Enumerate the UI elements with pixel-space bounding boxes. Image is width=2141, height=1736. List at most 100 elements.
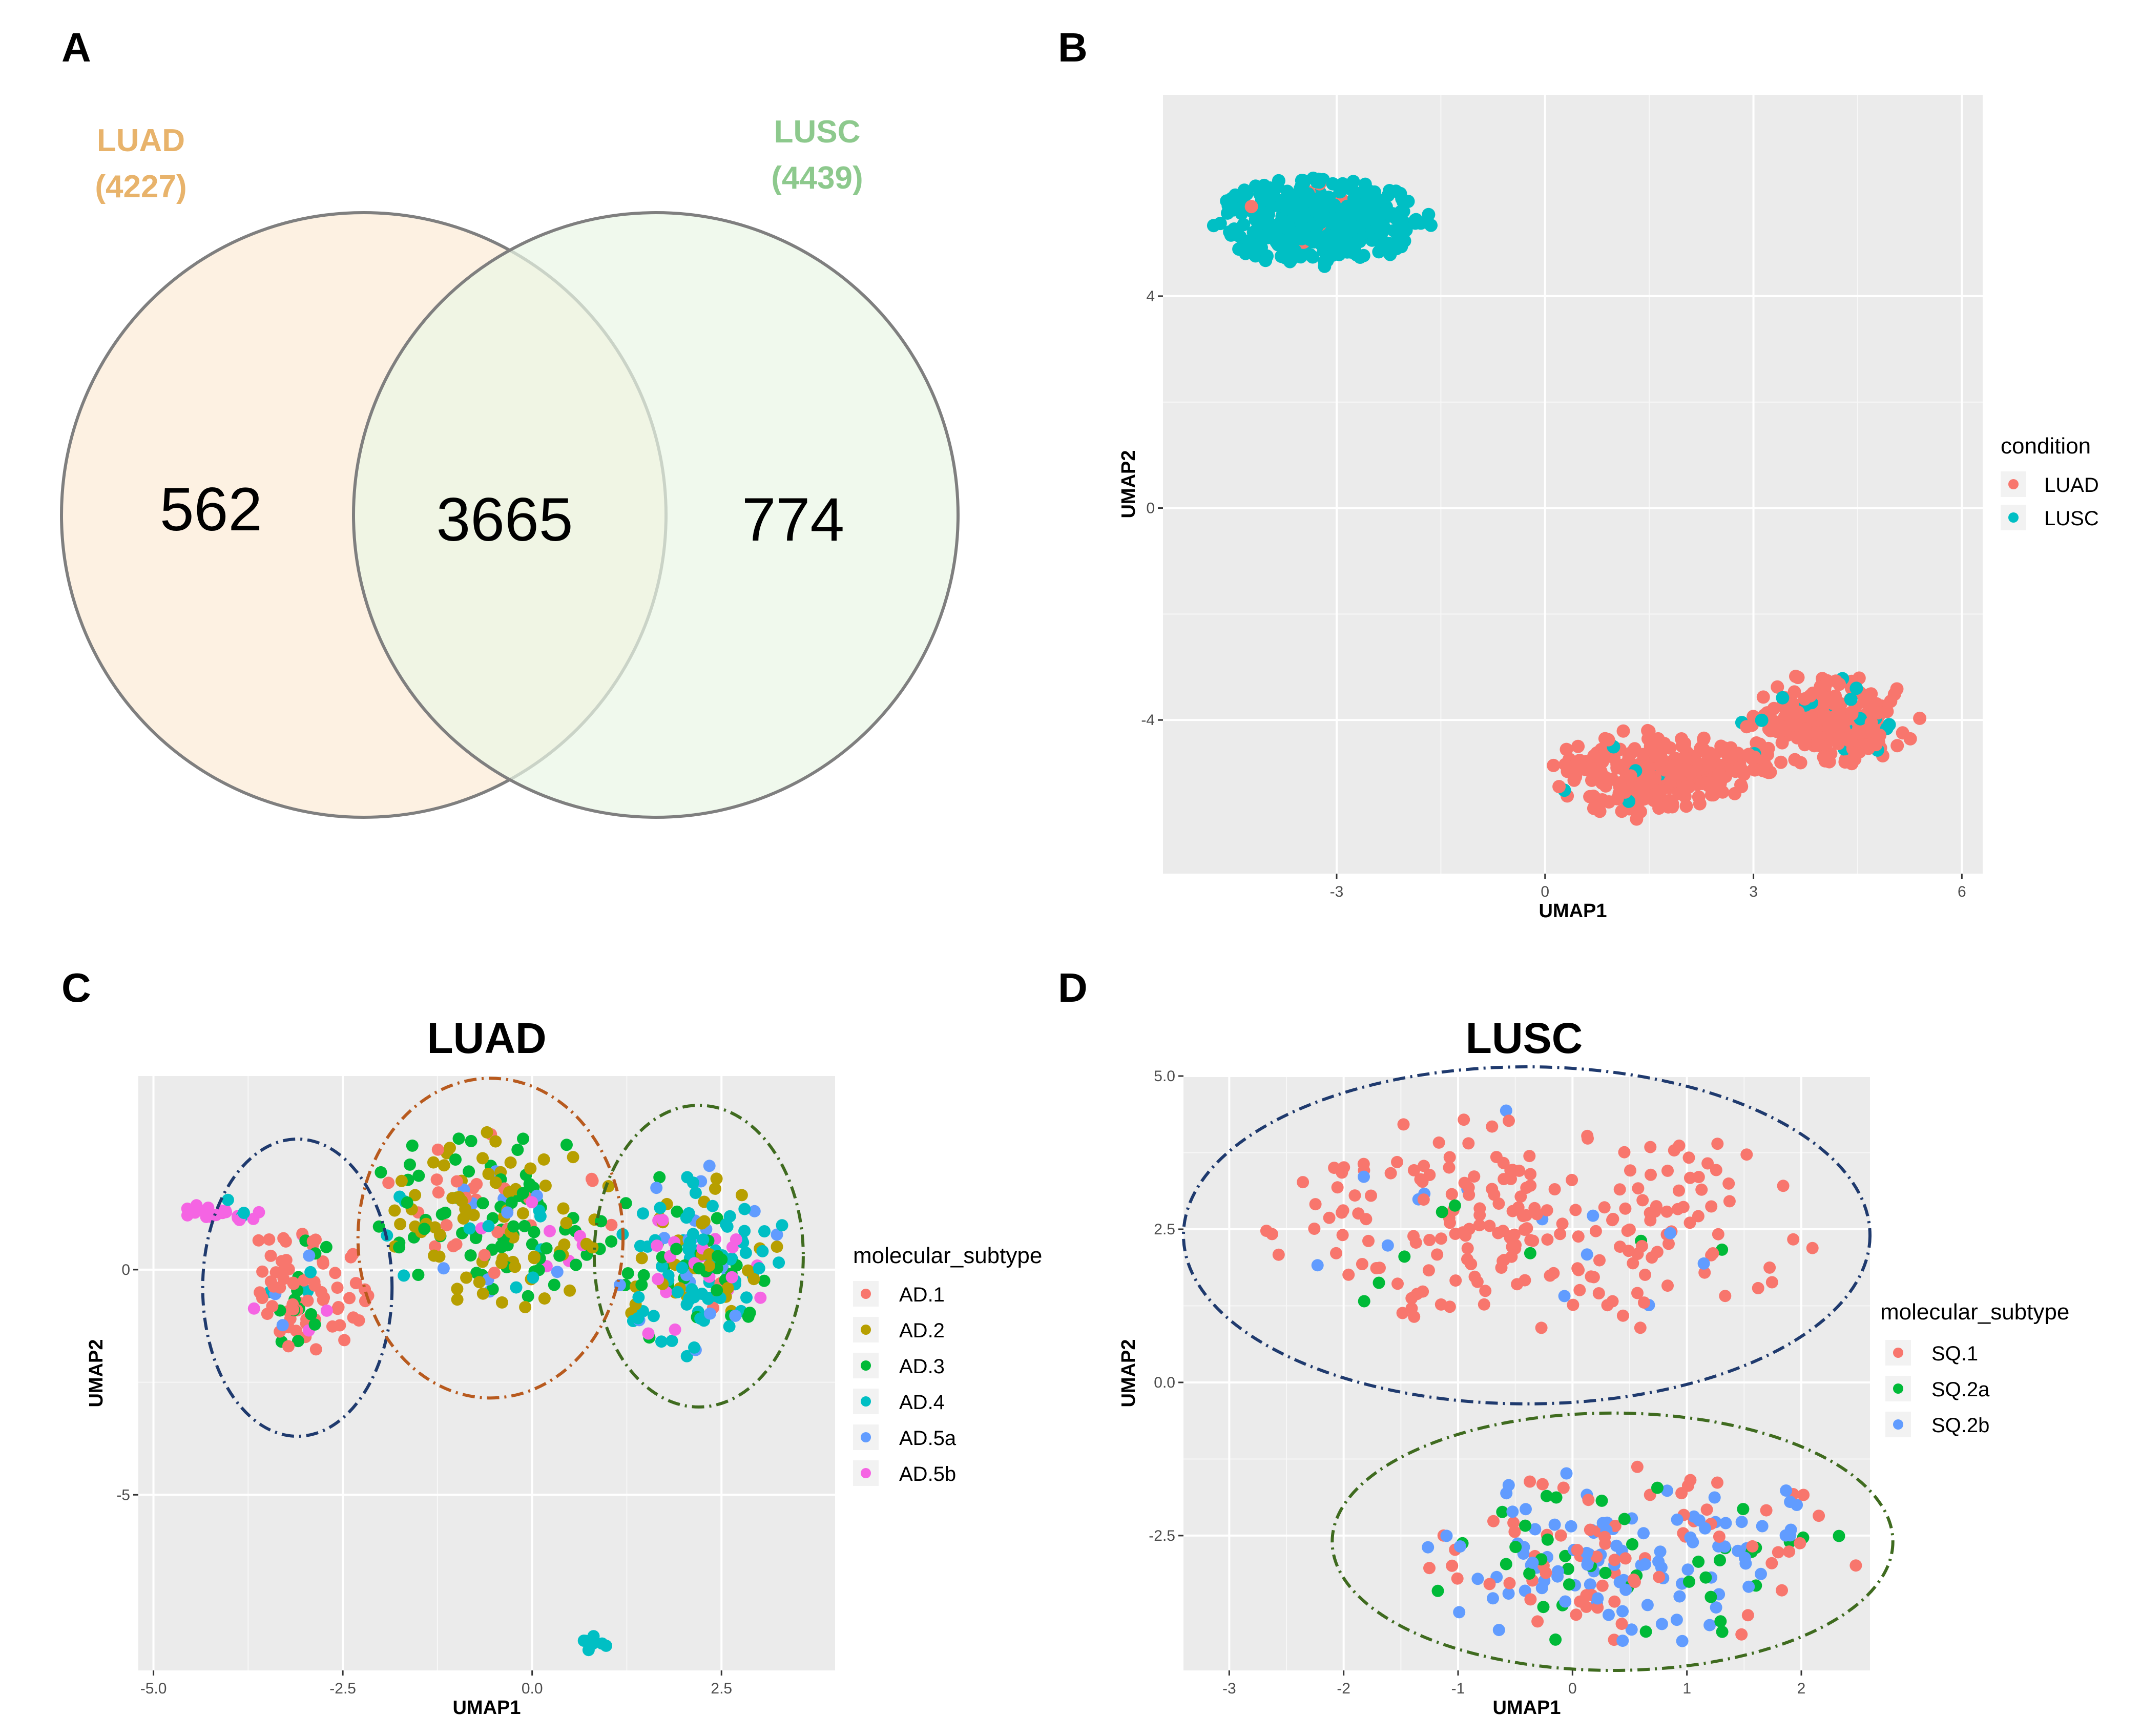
point-luad [1913, 711, 1927, 725]
point-lusc [1333, 185, 1347, 199]
point-ad4 [753, 1262, 765, 1275]
point-sq1 [1608, 1595, 1621, 1608]
point-lusc [1237, 218, 1251, 232]
point-sq2b [1603, 1608, 1615, 1621]
point-ad2 [537, 1153, 550, 1166]
point-sq1 [1458, 1176, 1471, 1189]
point-ad4 [689, 1187, 702, 1200]
point-sq1 [1524, 1168, 1537, 1181]
venn-set-luad-count: (4227) [95, 169, 186, 204]
point-sq2b [1500, 1487, 1513, 1500]
panel-d-ticks: -3 -2 -1 0 1 2 -2.5 0.0 2.5 5.0 [1149, 1068, 1805, 1697]
panel-c-annotation-ellipses [201, 1077, 805, 1438]
panel-c-points [181, 1126, 788, 1657]
point-ad2 [428, 1249, 441, 1262]
point-ad3 [517, 1132, 529, 1145]
point-sq2a [1398, 1250, 1411, 1263]
point-sq1 [1496, 1225, 1509, 1237]
point-luad [1658, 763, 1672, 777]
point-sq2b [1670, 1614, 1683, 1626]
point-luad [1833, 707, 1846, 720]
point-lusc [1353, 251, 1367, 264]
point-sq1 [1705, 1200, 1718, 1213]
point-sq1 [1397, 1118, 1410, 1131]
point-sq2b [1587, 1209, 1599, 1222]
panel-c-legend-dot-ad4 [861, 1396, 871, 1407]
point-luad [1829, 674, 1843, 688]
y-tick-label: -4 [1141, 712, 1155, 729]
point-lusc [1306, 250, 1320, 264]
point-sq1 [1443, 1300, 1456, 1313]
point-ad2 [516, 1207, 529, 1220]
point-ad2 [519, 1301, 532, 1313]
point-luad [1610, 761, 1624, 775]
point-ad4 [685, 1283, 698, 1296]
point-lusc [1849, 681, 1863, 695]
panel-b-gridlines [1163, 95, 1983, 874]
point-sq1 [1598, 1531, 1611, 1543]
venn-region-lusc-only: 774 [742, 485, 844, 554]
point-sq2b [1526, 1556, 1539, 1569]
point-sq2b [1625, 1623, 1638, 1636]
point-sq2b [1681, 1563, 1694, 1576]
point-lusc [1408, 213, 1422, 227]
point-sq2b [1661, 1484, 1674, 1497]
point-sq1 [1444, 1216, 1456, 1229]
point-ad2 [709, 1182, 721, 1195]
point-sq1 [1498, 1173, 1510, 1186]
venn-region-intersection: 3665 [436, 485, 573, 554]
panel-b-xlabel: UMAP1 [1539, 900, 1607, 922]
panel-b-legend-label-luad: LUAD [2044, 474, 2099, 497]
point-lusc [1225, 192, 1239, 205]
point-sq1 [1461, 1242, 1474, 1255]
point-sq1 [1309, 1198, 1322, 1211]
point-sq1 [1662, 1237, 1675, 1250]
panel-d-title: LUSC [1466, 1014, 1583, 1062]
y-tick-label: 5.0 [1154, 1068, 1175, 1085]
point-sq1 [1707, 1247, 1719, 1259]
point-ad1 [344, 1251, 357, 1264]
point-ad4 [586, 1638, 599, 1650]
point-ad3 [711, 1284, 723, 1297]
y-tick-label: 0.0 [1154, 1374, 1175, 1391]
point-ad4 [724, 1253, 737, 1266]
panel-b-legend-title: condition [2001, 433, 2091, 459]
point-luad [1587, 790, 1600, 803]
annotation-ellipse-3 [592, 1104, 805, 1409]
point-sq1 [1636, 1194, 1649, 1207]
point-lusc [1240, 187, 1254, 201]
point-ad1 [605, 1218, 618, 1231]
point-sq1 [1619, 1552, 1632, 1565]
point-sq1 [1496, 1255, 1509, 1267]
point-ad3 [711, 1212, 723, 1225]
point-sq1 [1598, 1201, 1611, 1214]
point-ad4 [773, 1256, 785, 1269]
point-sq2b [1613, 1576, 1626, 1588]
point-sq2b [1559, 1595, 1572, 1608]
point-luad [1679, 799, 1693, 813]
point-luad [1851, 726, 1864, 740]
point-ad1 [263, 1233, 276, 1246]
point-ad5a [729, 1309, 742, 1322]
point-ad3 [670, 1243, 683, 1255]
point-luad [1863, 688, 1877, 701]
point-ad2 [560, 1216, 573, 1229]
point-ad2 [409, 1189, 422, 1202]
point-luad [1648, 734, 1662, 748]
point-ad4 [738, 1203, 751, 1215]
panel-d-annotation-ellipses [1182, 1065, 1895, 1672]
point-sq1 [1497, 1156, 1510, 1169]
point-ad3 [507, 1220, 520, 1233]
point-sq1 [1567, 1298, 1579, 1311]
point-sq1 [1503, 1577, 1516, 1589]
point-sq2a [1537, 1601, 1550, 1614]
point-ad3 [452, 1132, 465, 1145]
point-sq1 [1449, 1274, 1462, 1287]
point-sq2a [1699, 1571, 1712, 1584]
point-ad3 [526, 1238, 538, 1251]
point-sq1 [1356, 1258, 1368, 1270]
point-sq2b [1529, 1523, 1542, 1536]
point-ad5b [656, 1214, 669, 1227]
point-ad5b [754, 1291, 767, 1304]
point-ad1 [329, 1267, 342, 1279]
